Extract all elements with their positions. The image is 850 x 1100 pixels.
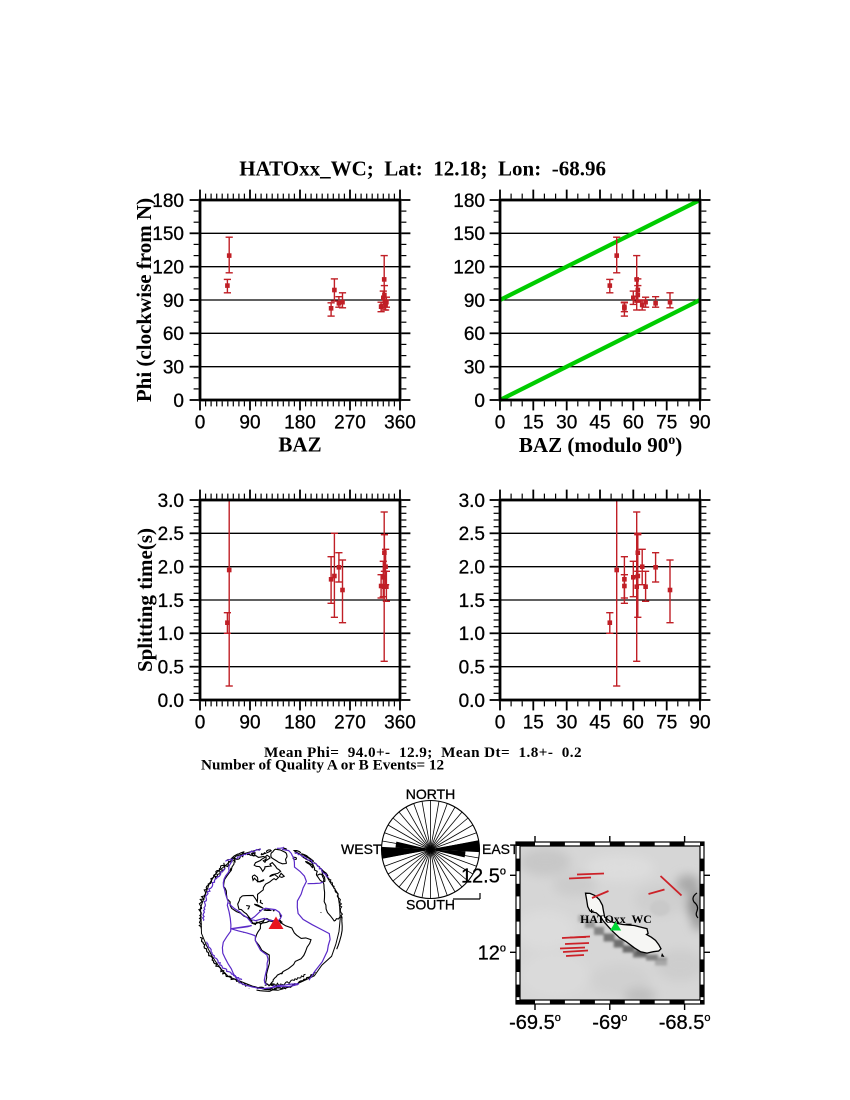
svg-text:Phi (clockwise from N): Phi (clockwise from N) (132, 198, 156, 402)
svg-text:180: 180 (284, 413, 316, 434)
svg-text:15: 15 (523, 713, 544, 734)
svg-text:0.0: 0.0 (459, 691, 485, 712)
svg-text:45: 45 (589, 413, 610, 434)
svg-text:-69o: -69o (592, 1012, 627, 1034)
svg-text:30: 30 (163, 358, 184, 379)
svg-text:60: 60 (464, 324, 485, 345)
svg-text:-69.5o: -69.5o (509, 1012, 561, 1034)
svg-text:90: 90 (163, 291, 184, 312)
svg-text:Number of Quality A or B Event: Number of Quality A or B Events= 12 (201, 757, 444, 774)
svg-text:90: 90 (239, 413, 260, 434)
svg-text:12o: 12o (478, 942, 506, 964)
svg-text:0: 0 (195, 413, 206, 434)
svg-text:0.0: 0.0 (158, 691, 184, 712)
svg-text:150: 150 (152, 224, 184, 245)
svg-text:30: 30 (556, 413, 577, 434)
svg-text:90: 90 (689, 713, 710, 734)
svg-text:2.5: 2.5 (459, 524, 485, 545)
svg-text:90: 90 (464, 291, 485, 312)
svg-text:0: 0 (474, 391, 485, 412)
svg-text:30: 30 (464, 358, 485, 379)
svg-text:Splitting time(s): Splitting time(s) (133, 528, 157, 672)
svg-text:360: 360 (384, 713, 416, 734)
svg-text:HATOxx_WC: HATOxx_WC (580, 912, 652, 926)
svg-text:270: 270 (334, 713, 366, 734)
svg-text:360: 360 (384, 413, 416, 434)
svg-text:3.0: 3.0 (459, 491, 485, 512)
svg-text:90: 90 (239, 713, 260, 734)
svg-text:EAST: EAST (482, 841, 519, 857)
svg-text:75: 75 (656, 413, 677, 434)
svg-text:BAZ (modulo 90o): BAZ (modulo 90o) (519, 433, 682, 457)
svg-text:270: 270 (334, 413, 366, 434)
svg-text:2.5: 2.5 (158, 524, 184, 545)
svg-text:SOUTH: SOUTH (406, 897, 455, 913)
svg-text:60: 60 (623, 413, 644, 434)
svg-text:0.5: 0.5 (158, 658, 184, 679)
svg-text:120: 120 (152, 258, 184, 279)
svg-text:1.5: 1.5 (158, 591, 184, 612)
svg-text:1.0: 1.0 (459, 624, 485, 645)
svg-text:HATOxx_WC; Lat: 12.18; Lon:: HATOxx_WC; Lat: 12.18; Lon: -68.96 (239, 157, 606, 181)
svg-text:Mean Phi= 94.0+- 12.9; Mean: Mean Phi= 94.0+- 12.9; Mean Dt= 1.8+- 0.… (264, 744, 582, 761)
svg-text:NORTH: NORTH (406, 786, 456, 802)
svg-text:BAZ: BAZ (278, 433, 321, 457)
svg-text:180: 180 (284, 713, 316, 734)
svg-text:1.5: 1.5 (459, 591, 485, 612)
svg-text:90: 90 (689, 413, 710, 434)
svg-text:2.0: 2.0 (158, 558, 184, 579)
svg-text:15: 15 (523, 413, 544, 434)
svg-text:2.0: 2.0 (459, 558, 485, 579)
svg-text:3.0: 3.0 (158, 491, 184, 512)
svg-text:0: 0 (173, 391, 184, 412)
svg-text:0: 0 (495, 713, 506, 734)
svg-text:60: 60 (163, 324, 184, 345)
svg-text:WEST: WEST (341, 841, 382, 857)
svg-text:0.5: 0.5 (459, 658, 485, 679)
svg-text:45: 45 (589, 713, 610, 734)
svg-text:180: 180 (453, 191, 485, 212)
svg-text:1.0: 1.0 (158, 624, 184, 645)
svg-text:180: 180 (152, 191, 184, 212)
svg-text:0: 0 (195, 713, 206, 734)
svg-text:120: 120 (453, 258, 485, 279)
svg-text:0: 0 (495, 413, 506, 434)
svg-text:60: 60 (623, 713, 644, 734)
svg-text:30: 30 (556, 713, 577, 734)
svg-text:150: 150 (453, 224, 485, 245)
svg-text:75: 75 (656, 713, 677, 734)
svg-text:12.5o: 12.5o (461, 865, 506, 887)
svg-text:-68.5o: -68.5o (659, 1012, 711, 1034)
